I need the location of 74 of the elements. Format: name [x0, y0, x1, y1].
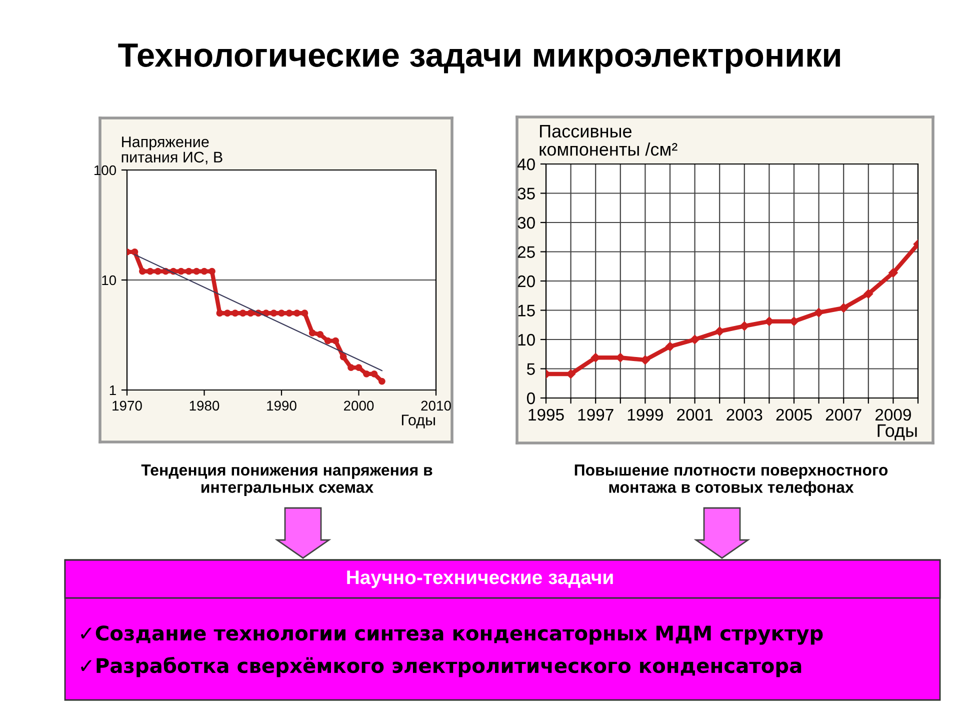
y-axis-title: Напряжение питания ИС, В: [122, 136, 222, 164]
point: [888, 268, 898, 278]
point: [348, 364, 354, 372]
y-tick-label: 10: [518, 334, 535, 346]
y-tick-label: 5: [526, 363, 535, 375]
x-tick-label: 1995: [528, 408, 564, 421]
y-tick-label: 100: [94, 165, 116, 176]
point: [838, 303, 848, 313]
point: [665, 342, 675, 352]
x-tick-label: 2003: [726, 408, 762, 421]
x-tick-label: 1999: [628, 408, 663, 421]
point: [714, 326, 724, 336]
y-tick-label: 20: [518, 275, 535, 288]
point: [262, 310, 270, 317]
y-tick-label: 0: [526, 392, 535, 404]
x-tick-label: 1997: [578, 408, 614, 421]
point: [293, 310, 300, 317]
y-axis-title: Пассивные компоненты /см²: [540, 125, 678, 156]
y-tick-label: 30: [518, 216, 535, 229]
point: [224, 310, 231, 317]
point: [131, 248, 138, 256]
text: Научно-технические задачи: [347, 570, 613, 588]
x-tick-label: 2001: [677, 408, 713, 421]
x-tick-label: 2005: [776, 408, 812, 421]
x-axis-title: Годы: [878, 424, 917, 440]
x-tick-label: 2000: [344, 400, 374, 411]
x-tick-label: 2009: [876, 408, 911, 421]
x-axis-title: Годы: [402, 414, 435, 428]
text: Технологические задачи микроэлектроники: [118, 44, 840, 74]
text: ✓Создание технологии синтеза конденсаторных МДМ структур: [81, 625, 823, 645]
y-tick-label: 1: [110, 385, 116, 396]
point: [239, 310, 246, 317]
point: [370, 370, 378, 378]
point: [208, 268, 216, 275]
point: [308, 329, 316, 336]
text: Тенденция понижения напряжения в интегральных схемах: [141, 464, 432, 496]
y-tick-label: 35: [518, 188, 535, 200]
point: [216, 310, 224, 317]
point: [340, 353, 347, 360]
point: [232, 310, 239, 317]
y-tick-label: 15: [518, 304, 535, 316]
point: [185, 268, 192, 275]
point: [178, 268, 185, 275]
x-tick-label: 2007: [826, 408, 862, 421]
x-tick-label: 1970: [112, 400, 142, 411]
point: [154, 268, 162, 275]
point: [200, 268, 208, 275]
point: [301, 310, 308, 317]
x-tick-label: 1980: [190, 400, 220, 411]
x-tick-label: 2010: [421, 400, 451, 411]
point: [270, 310, 278, 317]
point: [864, 289, 874, 298]
point: [193, 268, 200, 275]
point: [146, 268, 154, 275]
point: [740, 321, 750, 331]
point: [324, 337, 332, 344]
text: Повышение плотности поверхностного монтажа в сотовых телефонах: [574, 464, 888, 496]
point: [690, 334, 700, 344]
y-tick-label: 40: [517, 158, 535, 170]
point: [814, 308, 824, 318]
point: [332, 337, 340, 344]
point: [355, 364, 362, 372]
x-tick-label: 1990: [267, 400, 296, 411]
point: [278, 310, 285, 317]
point: [138, 268, 146, 275]
point: [316, 330, 324, 338]
point: [640, 355, 650, 365]
point: [363, 370, 370, 378]
y-tick-label: 25: [518, 246, 535, 258]
point: [247, 310, 254, 317]
y-tick-label: 10: [102, 275, 116, 286]
point: [286, 310, 293, 317]
point: [378, 378, 386, 385]
text: ✓Разработка сверхёмкого электролитического конденсатора: [81, 656, 802, 678]
